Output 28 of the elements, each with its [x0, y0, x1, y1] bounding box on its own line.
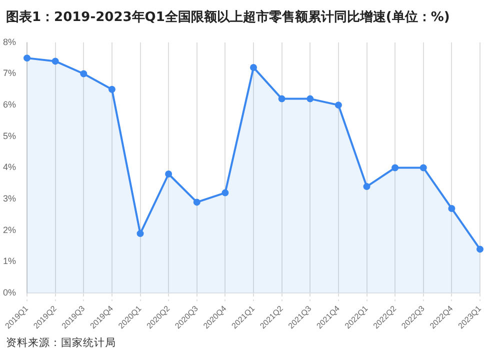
point — [420, 164, 427, 172]
point — [476, 246, 484, 253]
point — [222, 189, 229, 196]
point — [52, 58, 59, 65]
point — [24, 54, 31, 62]
point — [250, 64, 258, 71]
y-tick-label: 6% — [2, 100, 16, 110]
point — [448, 204, 456, 212]
y-tick-label: 0% — [2, 288, 16, 298]
y-tick-label: 7% — [2, 68, 16, 78]
y-tick-label: 5% — [2, 130, 16, 141]
point — [165, 170, 172, 178]
point — [136, 230, 144, 238]
point — [306, 95, 314, 102]
text: 资料来源：国家统计局 — [5, 336, 117, 350]
y-tick-label: 2% — [2, 224, 16, 235]
point — [193, 198, 200, 206]
point — [108, 86, 116, 93]
y-tick-label: 8% — [2, 36, 16, 47]
point — [80, 70, 88, 78]
y-tick-label: 1% — [2, 256, 16, 266]
point — [363, 183, 370, 190]
point — [392, 164, 399, 172]
point — [334, 102, 342, 109]
y-tick-label: 3% — [2, 194, 16, 204]
chart-title: 图表1：2019-2023年Q1全国限额以上超市零售额累计同比增速(单位：%) — [5, 8, 451, 27]
y-tick-label: 4% — [2, 162, 16, 172]
point — [278, 95, 286, 102]
